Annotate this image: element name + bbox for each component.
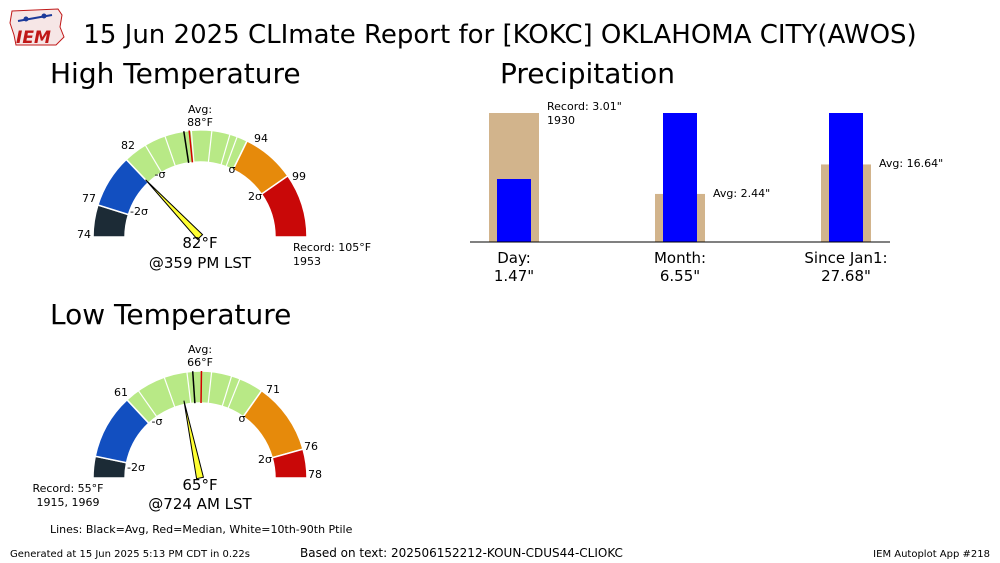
low-tick-label: 71 (266, 383, 280, 396)
high-avg-label: Avg: (188, 103, 212, 116)
logo-text: IEM (16, 28, 51, 48)
precipitation-title: Precipitation (500, 57, 676, 90)
low-tick-label: 76 (304, 440, 318, 453)
precip-record-label: Record: 3.01" (547, 100, 622, 113)
high-temperature-gauge: Avg: 88°F 74 77 82 94 99 -2σ -σ σ 2σ 82°… (77, 103, 371, 272)
low-gauge-band (271, 448, 308, 479)
high-tick-label: 99 (292, 170, 306, 183)
precip-category-label: Day: (497, 249, 531, 267)
app-id: IEM Autoplot App #218 (873, 549, 990, 560)
precip-category-label: Month: (654, 249, 706, 267)
low-temperature-title: Low Temperature (50, 298, 292, 331)
precip-record-year: 1930 (547, 114, 575, 127)
high-record-year: 1953 (293, 255, 321, 268)
low-record-label: Record: 55°F (32, 482, 103, 495)
precip-month-avg-label: Avg: 2.44" (713, 187, 770, 200)
precip-category-value: 1.47" (494, 267, 534, 285)
legend-note: Lines: Black=Avg, Red=Median, White=10th… (50, 523, 353, 536)
low-needle (183, 400, 205, 480)
low-tick-label: 61 (114, 386, 128, 399)
high-time-label: @359 PM LST (149, 254, 252, 272)
high-sigma-label: σ (229, 163, 236, 176)
low-avg-line (191, 371, 196, 404)
precip-observed-bar (829, 113, 863, 242)
low-sigma-label: -σ (152, 415, 163, 428)
low-temperature-gauge: Avg: 66°F 61 71 76 78 -2σ -σ σ 2σ 65°F @… (32, 343, 322, 513)
high-tick-label: 74 (77, 228, 91, 241)
low-sigma-label: σ (239, 412, 246, 425)
low-percentile-line (186, 371, 192, 404)
precip-observed-bar (497, 179, 531, 242)
high-percentile-line (144, 144, 163, 173)
high-tick-label: 94 (254, 132, 268, 145)
low-time-label: @724 AM LST (148, 495, 252, 513)
high-percentile-line (190, 130, 195, 163)
low-sigma-label: 2σ (258, 453, 272, 466)
high-percentile-line (225, 136, 238, 167)
low-percentile-line (207, 371, 213, 404)
high-median-line (188, 130, 194, 163)
high-value-label: 82°F (182, 234, 217, 252)
low-sigma-label: -2σ (127, 461, 145, 474)
high-tick-label: 77 (82, 192, 96, 205)
precip-category-value: 6.55" (660, 267, 700, 285)
high-gauge-band (260, 174, 308, 238)
low-record-years: 1915, 1969 (37, 496, 100, 509)
high-sigma-label: -2σ (130, 205, 148, 218)
high-tick-label: 82 (121, 139, 135, 152)
low-avg-label: Avg: (188, 343, 212, 356)
low-percentile-line (227, 378, 241, 409)
source-text: Based on text: 202506152212-KOUN-CDUS44-… (300, 546, 623, 560)
high-avg-line (183, 131, 190, 163)
high-sigma-label: 2σ (248, 190, 262, 203)
low-percentile-line (163, 376, 176, 408)
precip-ytd-avg-label: Avg: 16.64" (879, 157, 943, 170)
low-value-label: 65°F (182, 476, 217, 494)
high-avg-value: 88°F (187, 116, 213, 129)
precip-category-label: Since Jan1: (804, 249, 887, 267)
low-avg-value: 66°F (187, 356, 213, 369)
high-record-label: Record: 105°F (293, 241, 371, 254)
high-percentile-line (207, 130, 213, 163)
page-title: 15 Jun 2025 CLImate Report for [KOKC] OK… (83, 20, 917, 50)
precip-category-value: 27.68" (821, 267, 871, 285)
high-needle (145, 179, 204, 241)
iem-logo[interactable]: IEM (8, 5, 68, 53)
high-percentile-line (220, 134, 231, 166)
high-sigma-label: -σ (155, 168, 166, 181)
low-percentile-line (221, 375, 233, 407)
high-temperature-title: High Temperature (50, 57, 301, 90)
precipitation-chart: Record: 3.01" 1930 Avg: 2.44" Avg: 16.64… (470, 100, 943, 285)
low-tick-label: 78 (308, 468, 322, 481)
generated-timestamp: Generated at 15 Jun 2025 5:13 PM CDT in … (10, 549, 251, 560)
low-percentile-line (137, 390, 158, 418)
high-percentile-line (164, 135, 176, 167)
precip-observed-bar (663, 113, 697, 242)
